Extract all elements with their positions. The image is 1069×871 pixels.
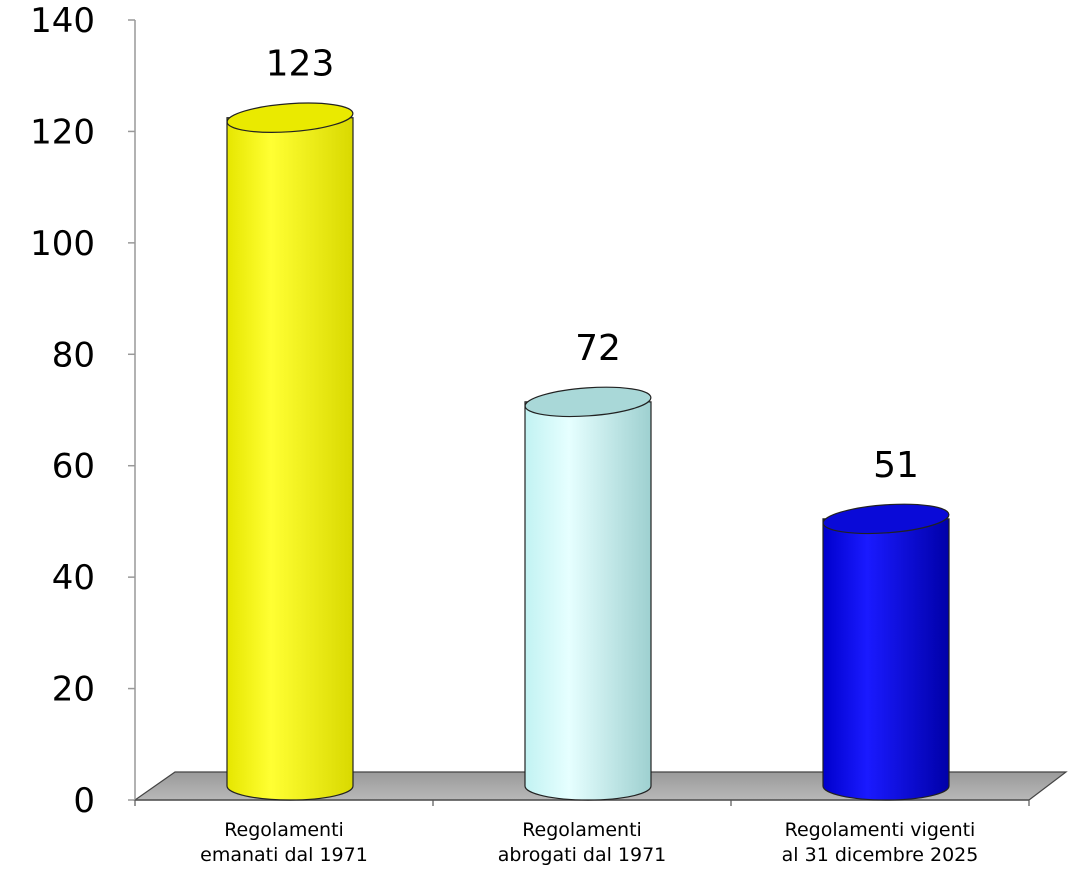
data-labels: 123 72 51	[266, 44, 919, 486]
y-tick-label: 120	[30, 112, 95, 152]
y-tick-label: 100	[30, 224, 95, 264]
y-ticks: 0 20 40 60 80 100 120 140	[30, 1, 135, 821]
y-tick-label: 80	[52, 335, 95, 375]
bar-body	[524, 401, 652, 801]
x-labels: Regolamenti emanati dal 1971 Regolamenti ab…	[200, 819, 978, 866]
x-tick-label: Regolamenti vigenti	[785, 819, 976, 841]
bar-cylinder	[226, 102, 354, 801]
y-tick-label: 60	[52, 447, 95, 487]
x-tick-label: emanati dal 1971	[200, 844, 368, 866]
bar-cylinder	[822, 503, 950, 801]
y-tick-label: 0	[73, 781, 95, 821]
data-label: 51	[873, 445, 919, 486]
x-tick-label: al 31 dicembre 2025	[782, 844, 979, 866]
x-tick-label: Regolamenti	[522, 819, 642, 841]
bar-cylinder	[524, 386, 652, 801]
y-tick-label: 40	[52, 558, 95, 598]
y-tick-label: 140	[30, 1, 95, 41]
y-tick-label: 20	[52, 670, 95, 710]
bar-body	[226, 117, 354, 801]
x-tick-label: abrogati dal 1971	[498, 844, 667, 866]
x-ticks	[134, 800, 1030, 806]
bar-body	[822, 518, 950, 801]
bar-top-cap	[822, 503, 950, 535]
data-label: 123	[266, 44, 335, 85]
bar-top-cap	[524, 386, 652, 418]
x-tick-label: Regolamenti	[224, 819, 344, 841]
bar-top-cap	[226, 102, 354, 133]
data-label: 72	[575, 328, 621, 369]
bars	[226, 102, 950, 801]
